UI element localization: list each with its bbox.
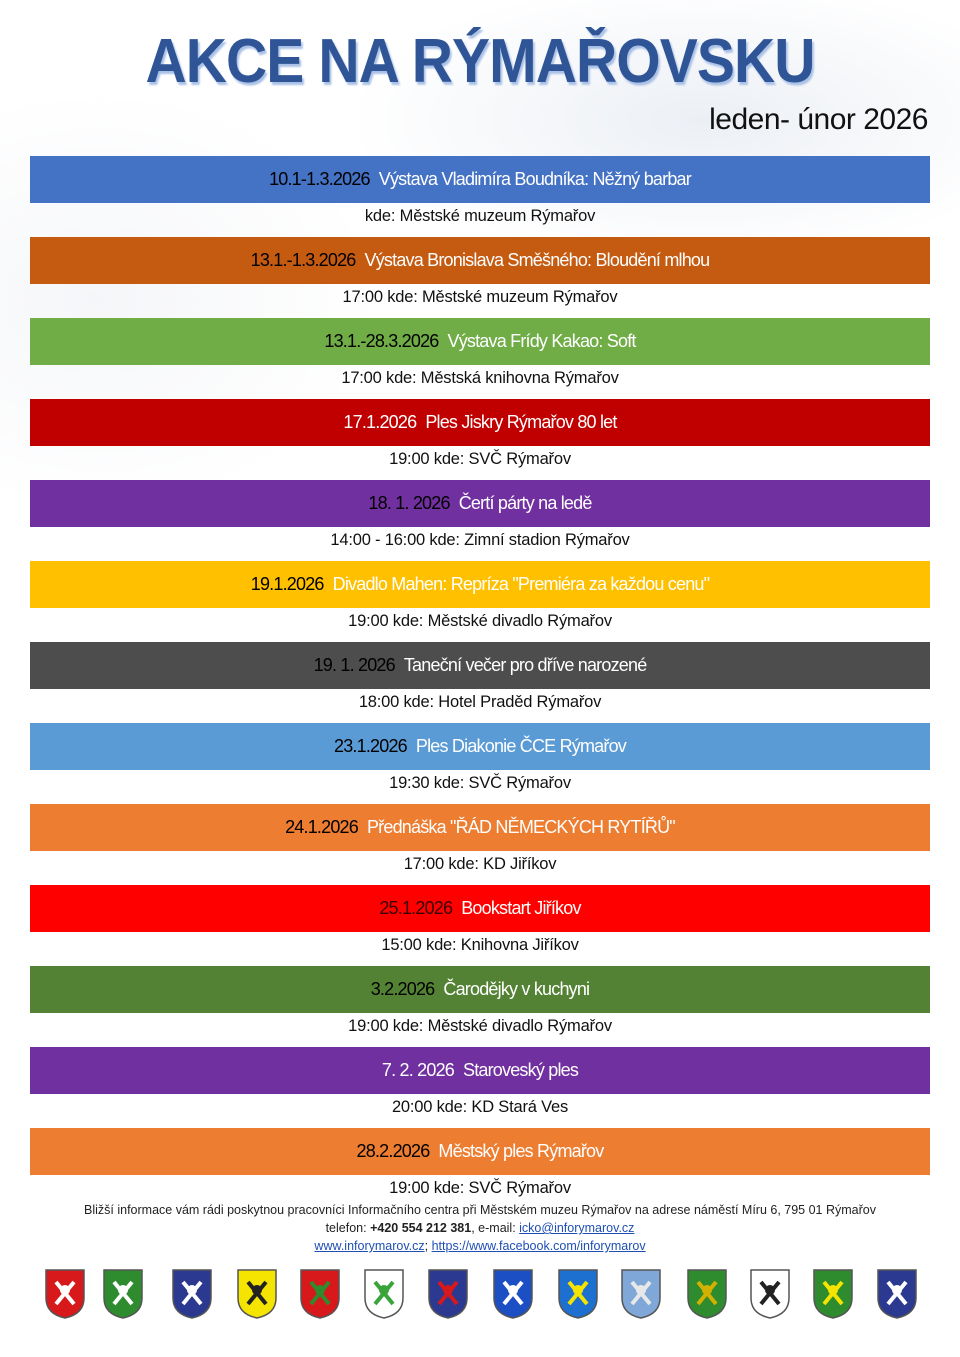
event-item: 13.1.-1.3.2026 Výstava Bronislava Směšné… (30, 237, 930, 307)
event-info: 19:30 kde: SVČ Rýmařov (389, 774, 571, 792)
footer-info: Bližší informace vám rádi poskytnou prac… (84, 1203, 876, 1217)
coats-of-arms-row (0, 1268, 960, 1322)
period-subtitle: leden- únor 2026 (709, 103, 928, 136)
event-item: 19. 1. 2026 Taneční večer pro dříve naro… (30, 642, 930, 712)
event-date: 17.1.2026 (343, 412, 417, 432)
footer-links: www.inforymarov.cz; https://www.facebook… (0, 1239, 960, 1253)
event-item: 25.1.2026 Bookstart Jiříkov 15:00 kde: K… (30, 885, 930, 955)
event-bar: 7. 2. 2026 Staroveský ples (30, 1047, 930, 1094)
event-item: 24.1.2026 Přednáška "ŘÁD NĚMECKÝCH RYTÍŘ… (30, 804, 930, 874)
event-bar: 19. 1. 2026 Taneční večer pro dříve naro… (30, 642, 930, 689)
footer-contact: telefon: +420 554 212 381, e-mail: icko@… (0, 1221, 960, 1235)
event-title: Čarodějky v kuchyni (443, 979, 590, 999)
event-title: Ples Diakonie ČCE Rýmařov (415, 736, 627, 756)
event-date: 18. 1. 2026 (368, 493, 450, 513)
event-item: 13.1.-28.3.2026 Výstava Frídy Kakao: Sof… (30, 318, 930, 388)
event-title: Výstava Vladimíra Boudníka: Něžný barbar (378, 169, 692, 189)
event-title: Taneční večer pro dříve narozené (403, 655, 647, 675)
event-info: 19:00 kde: SVČ Rýmařov (389, 450, 571, 468)
event-date: 19.1.2026 (250, 574, 325, 594)
email-label: , e-mail: (471, 1221, 520, 1235)
event-info: 17:00 kde: KD Jiříkov (403, 855, 557, 873)
website-link[interactable]: www.inforymarov.cz (314, 1239, 425, 1253)
coat-of-arms-icon (300, 1269, 340, 1319)
event-info: 19:00 kde: Městské divadlo Rýmařov (348, 1017, 612, 1035)
event-date: 24.1.2026 (285, 817, 359, 837)
event-date: 23.1.2026 (334, 736, 408, 756)
event-title: Městský ples Rýmařov (438, 1141, 604, 1161)
coat-of-arms-icon (237, 1269, 277, 1319)
event-bar: 24.1.2026 Přednáška "ŘÁD NĚMECKÝCH RYTÍŘ… (30, 804, 930, 851)
coat-of-arms-icon (45, 1269, 85, 1319)
event-date: 13.1.-1.3.2026 (250, 250, 357, 270)
coat-of-arms-icon (103, 1269, 143, 1319)
event-bar: 10.1-1.3.2026 Výstava Vladimíra Boudníka… (30, 156, 930, 203)
event-info: 17:00 kde: Městská knihovna Rýmařov (341, 369, 619, 387)
coat-of-arms-icon (621, 1269, 661, 1319)
event-title: Ples Jiskry Rýmařov 80 let (425, 412, 617, 432)
coat-of-arms-icon (558, 1269, 598, 1319)
event-bar: 13.1.-28.3.2026 Výstava Frídy Kakao: Sof… (30, 318, 930, 365)
event-date: 7. 2. 2026 (381, 1060, 455, 1080)
coat-of-arms-icon (172, 1269, 212, 1319)
event-bar: 25.1.2026 Bookstart Jiříkov (30, 885, 930, 932)
event-title: Přednáška "ŘÁD NĚMECKÝCH RYTÍŘŮ" (366, 817, 676, 837)
coat-of-arms-icon (877, 1269, 917, 1319)
event-info: 15:00 kde: Knihovna Jiříkov (381, 936, 579, 954)
event-info: kde: Městské muzeum Rýmařov (364, 207, 596, 225)
event-item: 10.1-1.3.2026 Výstava Vladimíra Boudníka… (30, 156, 930, 226)
event-item: 23.1.2026 Ples Diakonie ČCE Rýmařov 19:3… (30, 723, 930, 793)
event-bar: 18. 1. 2026 Čertí párty na ledě (30, 480, 930, 527)
event-title: Čertí párty na ledě (458, 493, 593, 513)
event-info: 18:00 kde: Hotel Praděd Rýmařov (358, 693, 602, 711)
coat-of-arms-icon (364, 1269, 404, 1319)
coat-of-arms-icon (428, 1269, 468, 1319)
link-separator: ; (424, 1239, 432, 1253)
event-info: 17:00 kde: Městské muzeum Rýmařov (342, 288, 618, 306)
coat-of-arms-icon (687, 1269, 727, 1319)
event-item: 28.2.2026 Městský ples Rýmařov 19:00 kde… (30, 1128, 930, 1198)
event-info: 14:00 - 16:00 kde: Zimní stadion Rýmařov (330, 531, 630, 549)
event-title: Divadlo Mahen: Repríza "Premiéra za každ… (332, 574, 710, 594)
event-title: Výstava Bronislava Směšného: Bloudění ml… (364, 250, 711, 270)
event-date: 3.2.2026 (370, 979, 435, 999)
event-bar: 23.1.2026 Ples Diakonie ČCE Rýmařov (30, 723, 930, 770)
event-bar: 3.2.2026 Čarodějky v kuchyni (30, 966, 930, 1013)
event-bar: 13.1.-1.3.2026 Výstava Bronislava Směšné… (30, 237, 930, 284)
phone-label: telefon: (325, 1221, 371, 1235)
event-info: 19:00 kde: SVČ Rýmařov (389, 1179, 571, 1197)
event-title: Výstava Frídy Kakao: Soft (447, 331, 637, 351)
event-title: Staroveský ples (463, 1060, 579, 1080)
coat-of-arms-icon (813, 1269, 853, 1319)
event-bar: 19.1.2026 Divadlo Mahen: Repríza "Premié… (30, 561, 930, 608)
coat-of-arms-icon (750, 1269, 790, 1319)
event-date: 13.1.-28.3.2026 (324, 331, 439, 351)
event-date: 25.1.2026 (379, 898, 453, 918)
event-item: 7. 2. 2026 Staroveský ples 20:00 kde: KD… (30, 1047, 930, 1117)
event-title: Bookstart Jiříkov (461, 898, 581, 918)
event-item: 3.2.2026 Čarodějky v kuchyni 19:00 kde: … (30, 966, 930, 1036)
event-date: 10.1-1.3.2026 (269, 169, 371, 189)
facebook-link[interactable]: https://www.facebook.com/inforymarov (431, 1239, 646, 1253)
page-title: AKCE NA RÝMAŘOVSKU (145, 27, 815, 96)
event-date: 19. 1. 2026 (313, 655, 396, 675)
event-date: 28.2.2026 (356, 1141, 431, 1161)
phone-number: +420 554 212 381 (370, 1221, 472, 1235)
event-bar: 28.2.2026 Městský ples Rýmařov (30, 1128, 930, 1175)
email-link[interactable]: icko@inforymarov.cz (519, 1221, 635, 1235)
event-info: 20:00 kde: KD Stará Ves (391, 1098, 569, 1116)
event-item: 19.1.2026 Divadlo Mahen: Repríza "Premié… (30, 561, 930, 631)
event-item: 18. 1. 2026 Čertí párty na ledě 14:00 - … (30, 480, 930, 550)
event-item: 17.1.2026 Ples Jiskry Rýmařov 80 let 19:… (30, 399, 930, 469)
coat-of-arms-icon (493, 1269, 533, 1319)
event-info: 19:00 kde: Městské divadlo Rýmařov (348, 612, 612, 630)
event-bar: 17.1.2026 Ples Jiskry Rýmařov 80 let (30, 399, 930, 446)
